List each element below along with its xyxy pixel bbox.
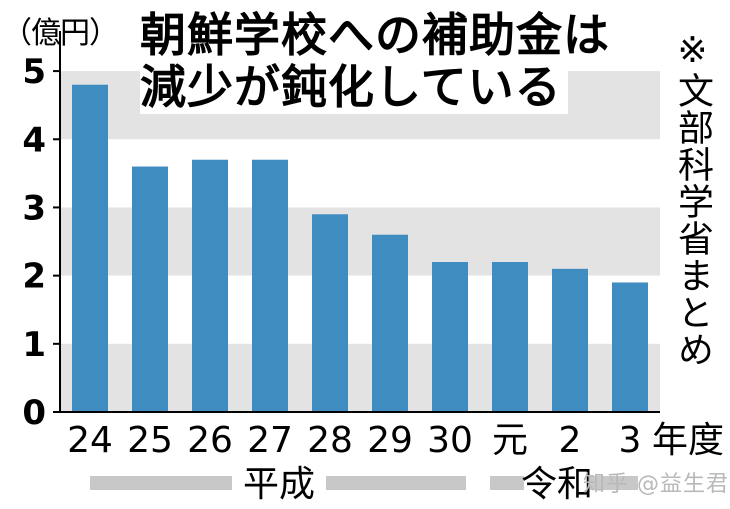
x-tick-label: 30 [427, 420, 473, 461]
x-tick-label: 29 [367, 420, 413, 461]
bar [612, 282, 648, 412]
chart-title: 朝鮮学校への補助金は 減少が鈍化している [140, 9, 660, 114]
y-tick-label: 2 [22, 257, 46, 297]
bar [132, 166, 168, 412]
x-tick-label: 26 [187, 420, 233, 461]
chart-title-line-1: 朝鮮学校への補助金は [140, 9, 616, 62]
y-tick-label: 0 [22, 393, 46, 433]
y-tick-label: 3 [22, 188, 46, 228]
bar [312, 214, 348, 412]
bar [432, 262, 468, 412]
era-label-reiwa: 令和 [521, 464, 593, 505]
x-tick-label: 25 [127, 420, 173, 461]
bar [72, 84, 108, 413]
y-tick-label: 1 [22, 325, 46, 365]
y-unit-label: （億円） [2, 16, 119, 51]
x-tick-label: 3 [619, 420, 642, 461]
era-bar [590, 476, 638, 490]
x-tick-label: 2 [559, 420, 582, 461]
bar [552, 268, 588, 412]
bar [372, 234, 408, 412]
x-tick-label: 28 [307, 420, 353, 461]
bar [252, 159, 288, 412]
source-note: ※文部科学省まとめ [672, 30, 713, 368]
bar [492, 262, 528, 412]
era-bar [90, 476, 232, 490]
y-tick-label: 4 [22, 120, 46, 160]
x-tick-label: 24 [67, 420, 113, 461]
era-bar [490, 476, 524, 490]
era-bar [326, 476, 466, 490]
y-tick-label: 5 [22, 52, 46, 92]
bar [192, 159, 228, 412]
watermark: 知乎 @益生君 [583, 472, 729, 497]
x-tick-label: 27 [247, 420, 293, 461]
x-tick-label: 元 [492, 420, 528, 461]
x-axis-unit-label: 年度 [652, 420, 724, 461]
era-label-heisei: 平成 [243, 464, 315, 505]
chart-title-line-2: 減少が鈍化している [140, 61, 568, 114]
